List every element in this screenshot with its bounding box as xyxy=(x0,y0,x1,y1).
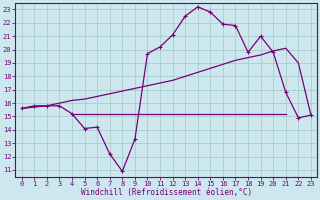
X-axis label: Windchill (Refroidissement éolien,°C): Windchill (Refroidissement éolien,°C) xyxy=(81,188,252,197)
